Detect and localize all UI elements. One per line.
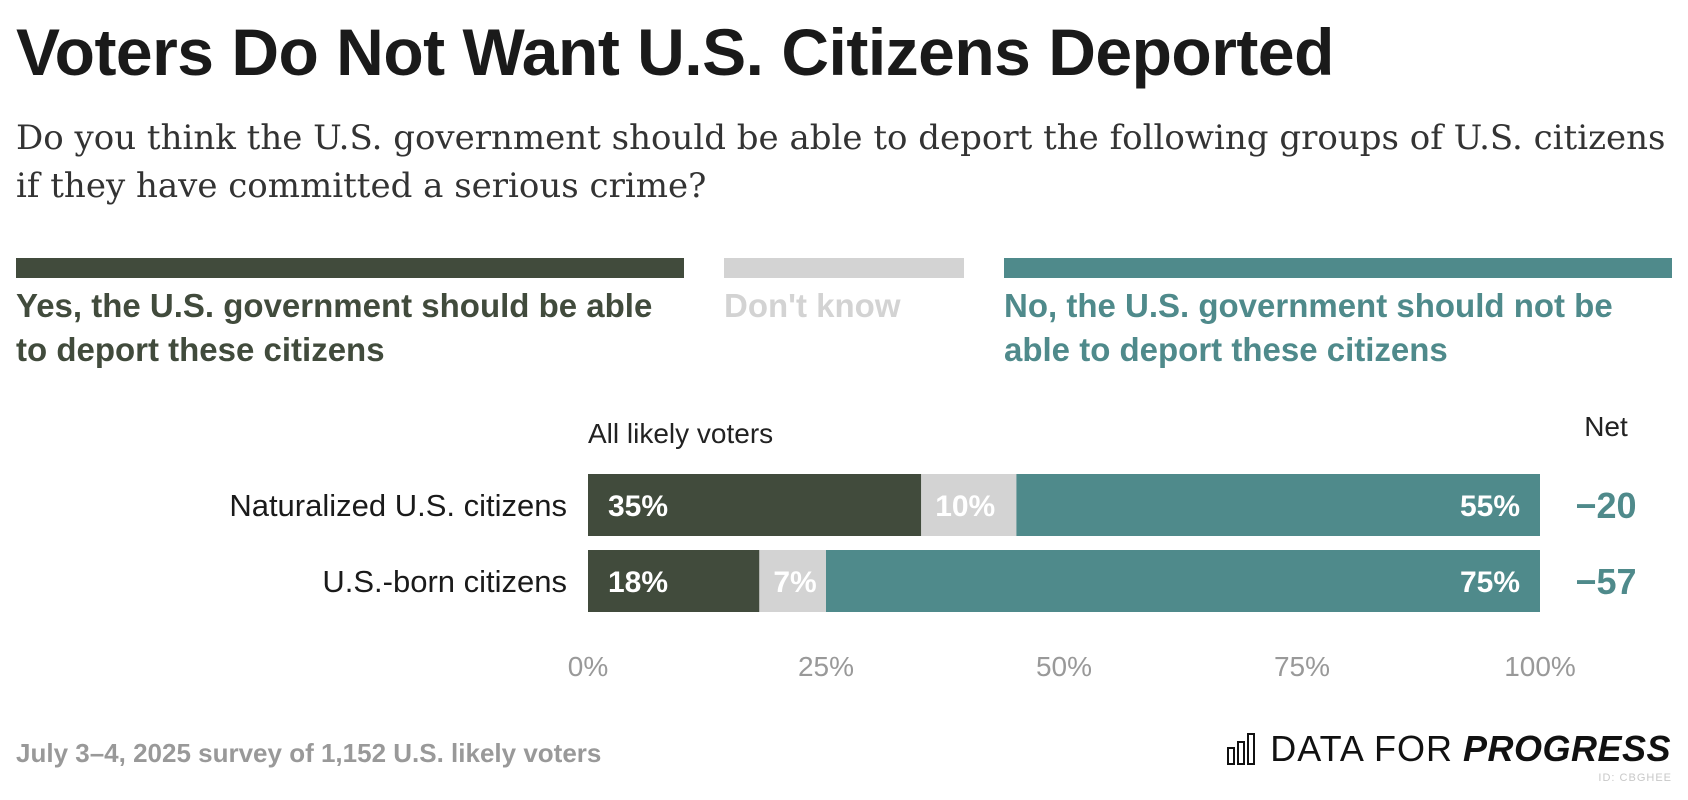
- bar-rows: Naturalized U.S. citizens 35% 10% 55% −20 U.S…: [229, 474, 1637, 612]
- x-tick-label: 100%: [1504, 651, 1576, 682]
- bar-segment-don-t-know: [759, 550, 826, 612]
- x-axis: 0% 25% 50% 75% 100%: [568, 651, 1576, 682]
- x-tick-label: 0%: [568, 651, 608, 682]
- data-label: 10%: [935, 490, 995, 523]
- net-header: Net: [1584, 411, 1628, 442]
- bar-segment-no: [826, 550, 1540, 612]
- legend-label-dont-know: Don't know: [724, 287, 901, 324]
- bar-segment-don-t-know: [921, 474, 1017, 536]
- chart-subtitle: Do you think the U.S. government should …: [16, 118, 1666, 206]
- chart-title: Voters Do Not Want U.S. Citizens Deporte…: [16, 15, 1334, 89]
- legend-label-yes: Yes, the U.S. government should be able …: [16, 287, 653, 368]
- legend-label-no: No, the U.S. government should not be ab…: [1004, 287, 1613, 368]
- brand-logo: DATA FOR PROGRESS: [1226, 728, 1671, 770]
- x-tick-label: 50%: [1036, 651, 1092, 682]
- net-value: −20: [1575, 485, 1636, 526]
- footer-source: July 3–4, 2025 survey of 1,152 U.S. like…: [16, 738, 602, 768]
- category-label: U.S.-born citizens: [322, 564, 567, 599]
- legend-swatch-no: [1004, 258, 1672, 278]
- category-label: Naturalized U.S. citizens: [229, 488, 567, 523]
- bar-segment-yes: [588, 474, 922, 536]
- data-label: 75%: [1460, 566, 1520, 599]
- brand-id: ID: CBGHEE: [1598, 772, 1672, 784]
- legend-swatch-yes: [16, 258, 684, 278]
- data-label: 7%: [773, 566, 816, 599]
- group-label: All likely voters: [588, 418, 773, 449]
- legend-swatch-dont-know: [724, 258, 964, 278]
- data-label: 35%: [608, 490, 668, 523]
- bar-segment-no: [1016, 474, 1540, 536]
- x-tick-label: 75%: [1274, 651, 1330, 682]
- data-label: 18%: [608, 566, 668, 599]
- data-label: 55%: [1460, 490, 1520, 523]
- brand-text-light: DATA FOR: [1270, 728, 1453, 769]
- x-tick-label: 25%: [798, 651, 854, 682]
- brand-text-bold: PROGRESS: [1462, 728, 1671, 769]
- bar-chart-icon: [1227, 733, 1256, 765]
- bar-segment-yes: [588, 550, 760, 612]
- stacked-bar-chart: All likely voters Net Naturalized U.S. c…: [229, 411, 1637, 682]
- net-value: −57: [1575, 561, 1636, 602]
